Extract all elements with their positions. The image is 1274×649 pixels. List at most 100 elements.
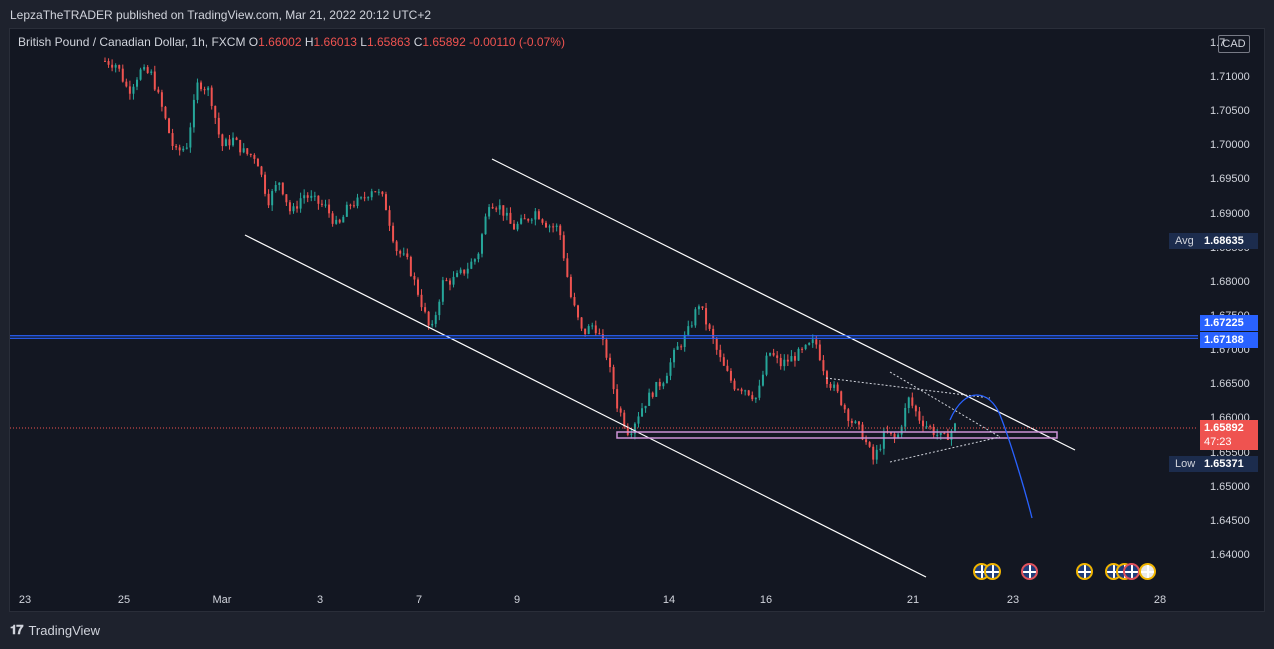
candle-body [292,206,295,212]
candle-body [722,357,725,366]
candle-body [609,357,612,368]
candle-body [221,134,224,147]
candle-body [637,416,640,424]
candle-body [705,308,708,325]
candle-body [804,344,807,349]
time-tick-label: 9 [513,594,521,606]
candle-body [370,191,373,198]
candle-body [281,182,284,195]
candle-body [203,89,206,91]
candle-body [761,374,764,386]
candle-body [480,234,483,254]
candle-body [548,226,551,228]
candle-body [587,326,590,335]
candle-body [331,213,334,224]
candle-body [854,421,857,423]
candle-body [345,204,348,217]
candle-body [616,389,619,409]
candle-body [900,426,903,435]
time-tick-label: 23 [1006,594,1020,606]
candle-body [399,251,402,254]
uk-flag-icon[interactable] [1021,563,1038,580]
candle-body [566,258,569,277]
candle-body [534,211,537,220]
candle-body [683,334,686,347]
candle-body [114,65,117,68]
candle-body [658,381,661,387]
candle-body [132,86,135,94]
candle-body [459,269,462,274]
brand-name: TradingView [28,622,101,638]
candle-body [729,370,732,381]
candle-body [392,225,395,242]
open-label: O [248,35,259,49]
tradingview-logo-icon: 𝟏𝟕 [10,622,24,637]
candle-body [797,348,800,361]
candle-body [502,205,505,216]
candle-body [498,205,501,210]
candle-body [737,389,740,391]
candle-body [349,204,352,206]
candle-body [939,432,942,435]
candle-body [381,191,384,195]
channel-lower-line [244,234,927,578]
candle-body [715,338,718,350]
uk-flag-icon[interactable] [1076,563,1093,580]
candle-body [694,309,697,326]
uk-flag-icon[interactable] [1123,563,1140,580]
candle-body [790,356,793,362]
candle-body [416,279,419,295]
candle-body [335,219,338,224]
avg-tag-value: 1.68635 [1200,233,1258,249]
candle-body [833,384,836,388]
uk-flag-icon[interactable] [984,563,1001,580]
candle-body [850,420,853,423]
candle-body [907,397,910,408]
candle-body [840,391,843,406]
candle-body [954,423,956,431]
candle-body [758,385,761,398]
candle-body [200,82,203,90]
candle-body [452,276,455,285]
candle-body [320,203,323,205]
candle-body [619,408,622,413]
candle-body [271,191,274,206]
candle-body [409,256,412,277]
candle-body [288,202,291,212]
candle-body [690,325,693,327]
candle-body [811,339,814,343]
candle-body [865,439,868,443]
close-label: C [413,35,423,49]
candle-body [918,411,921,421]
calendar-icon[interactable] [1139,563,1156,580]
price-tick-label: 1.68000 [1210,275,1250,288]
candle-body [555,225,558,227]
candle-body [843,405,846,410]
candle-body [178,147,181,151]
candle-body [182,148,185,151]
candle-body [648,392,651,406]
candle-body [367,197,370,199]
triangle-bottom-line [889,436,1001,463]
footer-brand[interactable]: 𝟏𝟕 TradingView [10,622,100,638]
candle-body [676,346,679,350]
candle-body [740,389,743,392]
candle-body [185,147,188,149]
candle-body [836,384,839,392]
change-value: -0.00110 (-0.07%) [469,35,565,49]
candle-body [776,355,779,358]
candle-body [801,348,804,350]
candle-body [448,280,451,285]
candle-body [395,241,398,252]
currency-button[interactable]: CAD [1218,35,1250,53]
candle-body [235,137,238,140]
candle-body [260,166,263,175]
candle-body [104,60,106,62]
candle-body [914,405,917,412]
candle-body [232,137,235,146]
upper-level-tag: 1.67225 [1200,315,1258,331]
candle-body [541,219,544,223]
candle-body [402,253,405,255]
candle-body [712,328,715,339]
